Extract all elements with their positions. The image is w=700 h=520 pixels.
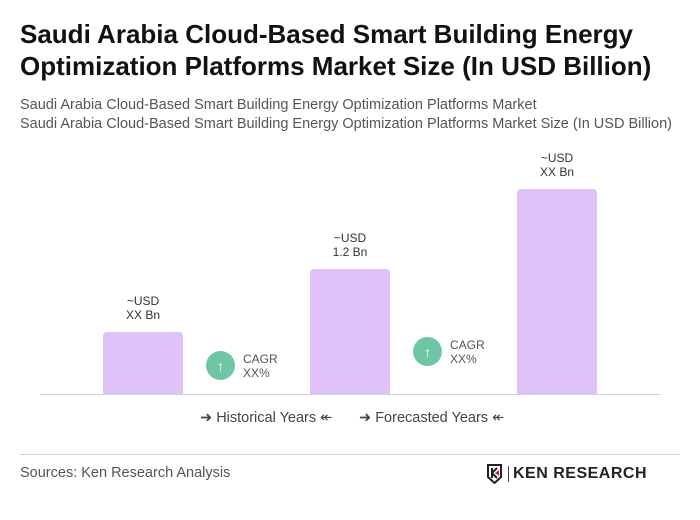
ken-research-logo: KEN RESEARCH: [486, 464, 647, 484]
bar: [310, 269, 390, 394]
logo-text: KEN RESEARCH: [513, 465, 648, 482]
subtitle: Saudi Arabia Cloud-Based Smart Building …: [20, 97, 537, 113]
source-text: Sources: Ken Research Analysis: [20, 465, 231, 481]
data-label: ~USD XX Bn: [539, 150, 575, 179]
cagr-text: CAGR XX%: [450, 337, 485, 366]
footer-divider: [20, 454, 680, 455]
logo-shield-icon: [487, 464, 502, 484]
chart-title: Saudi Arabia Cloud-Based Smart Building …: [20, 19, 652, 81]
cagr-text: CAGR XX%: [243, 351, 278, 380]
cagr-badge: ↑ CAGR XX%: [413, 337, 485, 366]
bar: [517, 188, 597, 394]
arrow-up-icon: ↑: [206, 351, 235, 380]
cagr-badge: ↑ CAGR XX%: [206, 351, 278, 380]
legend-historical: ➜ Historical Years ↞: [200, 410, 333, 426]
data-label: ~USD XX Bn: [125, 293, 161, 322]
bar: [103, 331, 183, 394]
data-label: ~USD 1.2 Bn: [332, 231, 368, 259]
legend-label: Forecasted Years: [375, 410, 489, 426]
legend-label: Historical Years: [216, 410, 317, 426]
x-axis: [40, 394, 660, 395]
legend-forecasted: ➜ Forecasted Years ↞: [359, 410, 505, 426]
arrow-up-icon: ↑: [413, 337, 442, 366]
subtitle: Saudi Arabia Cloud-Based Smart Building …: [20, 116, 672, 132]
